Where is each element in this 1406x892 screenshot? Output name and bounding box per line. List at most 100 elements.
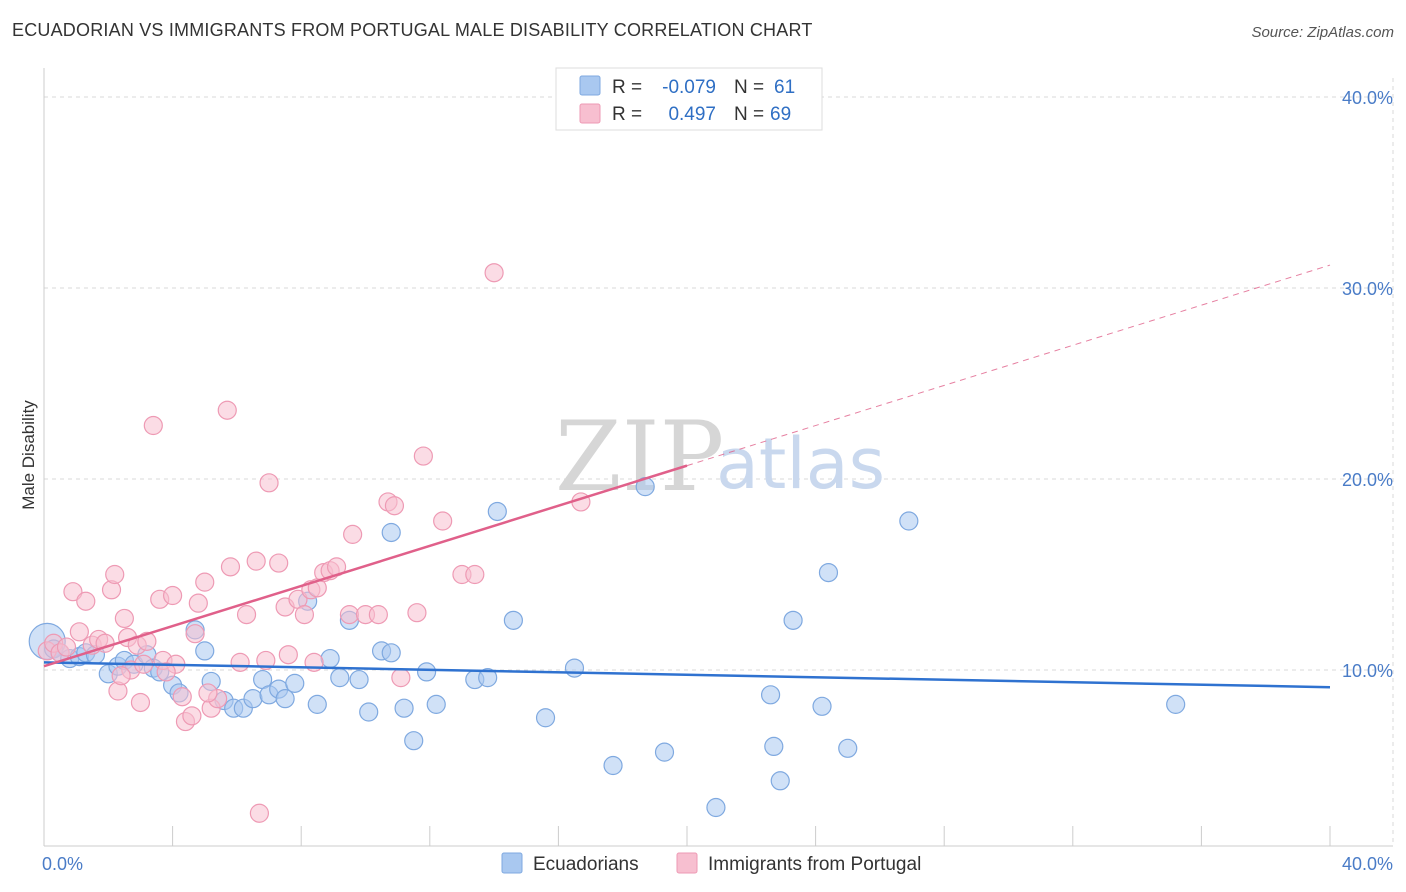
point-ecuadorians-31 bbox=[330, 668, 350, 688]
series-portugal bbox=[37, 263, 591, 823]
point-portugal-27 bbox=[182, 706, 202, 726]
legend-n-label-portugal: N = bbox=[734, 104, 764, 125]
legend-n-value-ecuadorians: 61 bbox=[774, 77, 795, 98]
point-ecuadorians-46 bbox=[564, 658, 585, 678]
point-portugal-51 bbox=[343, 524, 363, 544]
correlation-legend: R = -0.079 N = 61 R = 0.497 N = 69 bbox=[555, 67, 823, 131]
point-portugal-13 bbox=[114, 608, 134, 629]
point-ecuadorians-29 bbox=[307, 694, 327, 714]
point-ecuadorians-36 bbox=[381, 643, 401, 663]
point-ecuadorians-38 bbox=[404, 731, 424, 751]
y-axis-label: Male Disability bbox=[19, 400, 38, 510]
point-ecuadorians-53 bbox=[770, 771, 790, 791]
legend-r-value-ecuadorians: -0.079 bbox=[662, 77, 716, 98]
point-ecuadorians-49 bbox=[654, 742, 675, 762]
point-portugal-50 bbox=[339, 605, 360, 625]
point-ecuadorians-55 bbox=[812, 696, 832, 716]
point-portugal-23 bbox=[163, 585, 183, 606]
point-portugal-67 bbox=[278, 645, 298, 665]
point-portugal-41 bbox=[269, 553, 289, 573]
point-portugal-55 bbox=[384, 496, 405, 516]
point-portugal-56 bbox=[391, 668, 411, 688]
point-portugal-30 bbox=[195, 572, 215, 592]
y-tick-label-0: 10.0% bbox=[1342, 661, 1393, 681]
point-ecuadorians-30 bbox=[320, 648, 340, 669]
point-ecuadorians-43 bbox=[487, 501, 507, 522]
legend-swatch-ecuadorians bbox=[579, 75, 601, 96]
legend-r-label-ecuadorians: R = bbox=[612, 77, 642, 98]
point-ecuadorians-33 bbox=[349, 669, 369, 690]
point-ecuadorians-47 bbox=[603, 755, 623, 776]
y-tick-label-1: 20.0% bbox=[1342, 470, 1393, 490]
legend-r-label-portugal: R = bbox=[612, 104, 642, 125]
trend-line-portugal bbox=[43, 464, 688, 668]
chart-title: ECUADORIAN VS IMMIGRANTS FROM PORTUGAL M… bbox=[12, 20, 813, 40]
point-ecuadorians-60 bbox=[381, 522, 401, 543]
point-portugal-37 bbox=[246, 551, 266, 571]
point-portugal-18 bbox=[130, 692, 151, 713]
point-ecuadorians-37 bbox=[394, 698, 414, 718]
trend-layer bbox=[43, 264, 1331, 689]
point-ecuadorians-56 bbox=[818, 562, 839, 583]
point-ecuadorians-50 bbox=[706, 797, 726, 818]
point-ecuadorians-57 bbox=[838, 738, 858, 758]
legend-n-label-ecuadorians: N = bbox=[734, 77, 764, 98]
point-portugal-40 bbox=[259, 473, 279, 493]
y-tick-label-2: 30.0% bbox=[1342, 279, 1393, 299]
series-ecuadorians bbox=[28, 477, 1186, 818]
point-ecuadorians-58 bbox=[899, 511, 919, 531]
axes bbox=[43, 68, 1393, 847]
legend-swatch-portugal bbox=[579, 103, 601, 124]
point-ecuadorians-34 bbox=[359, 702, 379, 722]
point-portugal-25 bbox=[172, 687, 192, 707]
point-portugal-33 bbox=[217, 400, 237, 420]
point-ecuadorians-54 bbox=[783, 610, 803, 630]
point-portugal-38 bbox=[249, 803, 270, 823]
bottom-legend-swatch-portugal bbox=[676, 852, 698, 874]
point-ecuadorians-17 bbox=[195, 641, 215, 661]
point-ecuadorians-39 bbox=[416, 662, 437, 682]
point-ecuadorians-51 bbox=[760, 685, 781, 705]
point-portugal-5 bbox=[69, 622, 89, 642]
point-ecuadorians-27 bbox=[285, 673, 305, 693]
point-portugal-66 bbox=[198, 683, 218, 703]
point-ecuadorians-52 bbox=[764, 736, 784, 757]
trend-line-extension-portugal bbox=[686, 264, 1331, 467]
x-tick-label-min: 0.0% bbox=[42, 854, 83, 874]
point-portugal-53 bbox=[368, 605, 388, 625]
point-ecuadorians-22 bbox=[243, 689, 263, 709]
y-tick-labels: 10.0% 20.0% 30.0% 40.0% bbox=[1342, 88, 1393, 681]
legend-n-value-portugal: 69 bbox=[770, 104, 791, 125]
point-portugal-6 bbox=[76, 591, 96, 611]
point-portugal-3 bbox=[56, 637, 77, 657]
series-legend: Ecuadorians Immigrants from Portugal bbox=[501, 852, 921, 875]
point-portugal-65 bbox=[156, 662, 176, 682]
point-ecuadorians-59 bbox=[1166, 694, 1186, 714]
bottom-legend-label-portugal: Immigrants from Portugal bbox=[708, 854, 921, 875]
bottom-legend-label-ecuadorians: Ecuadorians bbox=[533, 854, 639, 875]
point-portugal-64 bbox=[111, 666, 131, 686]
point-portugal-35 bbox=[230, 652, 250, 672]
bottom-legend-swatch-ecuadorians bbox=[501, 852, 523, 874]
trend-line-ecuadorians bbox=[43, 661, 1331, 689]
point-portugal-58 bbox=[413, 446, 433, 466]
legend-r-value-portugal: 0.497 bbox=[668, 104, 716, 125]
point-portugal-59 bbox=[433, 511, 453, 531]
point-portugal-39 bbox=[256, 650, 276, 671]
point-portugal-19 bbox=[137, 631, 157, 651]
point-portugal-36 bbox=[236, 605, 257, 625]
point-ecuadorians-44 bbox=[503, 610, 523, 630]
point-portugal-28 bbox=[185, 624, 205, 644]
point-ecuadorians-42 bbox=[478, 668, 498, 688]
point-portugal-20 bbox=[143, 415, 163, 436]
y-tick-label-3: 40.0% bbox=[1342, 88, 1393, 108]
point-ecuadorians-26 bbox=[275, 689, 295, 709]
point-portugal-62 bbox=[484, 263, 504, 283]
point-ecuadorians-40 bbox=[426, 694, 446, 714]
point-portugal-57 bbox=[407, 603, 427, 623]
point-portugal-34 bbox=[220, 557, 241, 577]
source-label: Source: ZipAtlas.com bbox=[1251, 24, 1394, 41]
point-portugal-44 bbox=[294, 605, 315, 625]
x-tick-label-max: 40.0% bbox=[1342, 854, 1393, 874]
